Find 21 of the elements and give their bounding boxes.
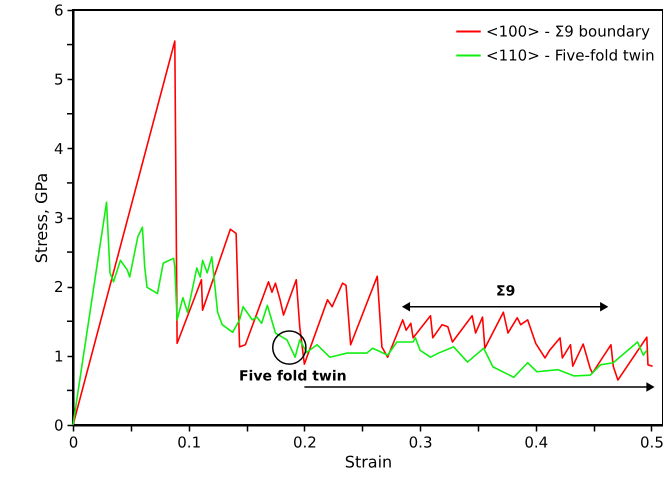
y-tick-label: 6	[54, 2, 64, 20]
y-tick-label: 5	[54, 70, 64, 89]
legend-label: <100> - Σ9 boundary	[486, 22, 650, 40]
y-axis-title: Stress, GPa	[32, 172, 51, 264]
y-tick-label: 4	[54, 140, 64, 158]
x-tick-label: 0.1	[177, 434, 202, 452]
line-series	[72, 201, 648, 426]
y-tick-label: 2	[54, 278, 64, 296]
legend-label: <110> - Five-fold twin	[486, 46, 655, 64]
y-tick-label: 1	[54, 347, 64, 366]
y-tick-label: 3	[54, 209, 64, 227]
annotation: Σ9	[496, 284, 516, 300]
x-tick-label: 0.4	[524, 434, 548, 452]
y-tick-label: 0	[54, 416, 64, 434]
x-axis-title: Strain	[344, 452, 392, 472]
annotation: Five fold twin	[238, 368, 347, 385]
x-tick-label: 0.2	[292, 434, 317, 452]
x-tick-label: 0.3	[408, 434, 432, 452]
line-series	[72, 40, 654, 426]
x-tick-label: 0	[68, 434, 78, 452]
x-tick-label: 0.5	[640, 434, 664, 452]
